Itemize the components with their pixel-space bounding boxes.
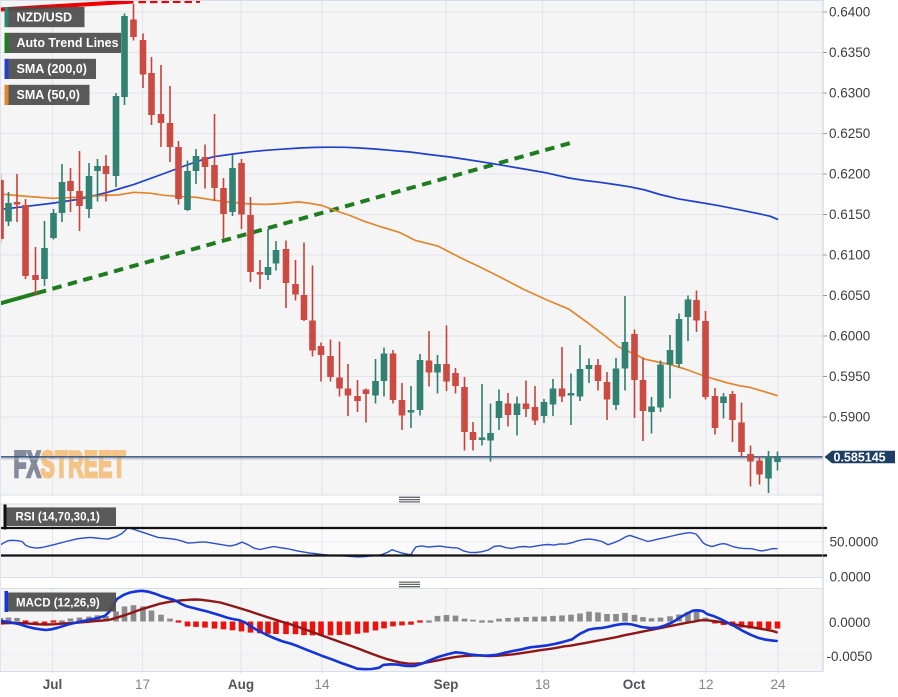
- svg-text:Sep: Sep: [434, 677, 459, 692]
- svg-text:50.0000: 50.0000: [830, 535, 879, 550]
- svg-text:0.5900: 0.5900: [829, 410, 870, 425]
- svg-text:FX: FX: [14, 444, 42, 486]
- svg-text:0.6150: 0.6150: [829, 207, 870, 222]
- svg-text:NZD/USD: NZD/USD: [17, 10, 73, 24]
- svg-text:14: 14: [314, 677, 330, 692]
- svg-text:0.6350: 0.6350: [829, 45, 870, 60]
- svg-text:0.6000: 0.6000: [829, 329, 870, 344]
- svg-text:SMA (50,0): SMA (50,0): [17, 88, 80, 102]
- svg-text:Jul: Jul: [43, 677, 63, 692]
- svg-text:MACD (12,26,9): MACD (12,26,9): [16, 597, 100, 609]
- svg-text:0.585145: 0.585145: [834, 451, 886, 465]
- svg-text:0.6250: 0.6250: [829, 126, 870, 141]
- svg-text:0.0000: 0.0000: [830, 570, 871, 585]
- svg-text:Aug: Aug: [228, 677, 254, 692]
- svg-text:Auto Trend Lines: Auto Trend Lines: [17, 36, 119, 50]
- svg-text:-0.0050: -0.0050: [827, 649, 873, 664]
- svg-text:0.0000: 0.0000: [829, 615, 870, 630]
- svg-text:17: 17: [135, 677, 150, 692]
- svg-text:0.6050: 0.6050: [829, 288, 870, 303]
- svg-text:STREET: STREET: [41, 444, 126, 486]
- svg-text:12: 12: [698, 677, 713, 692]
- svg-text:Oct: Oct: [623, 677, 646, 692]
- svg-text:18: 18: [535, 677, 550, 692]
- svg-text:24: 24: [770, 677, 786, 692]
- svg-text:0.6400: 0.6400: [829, 5, 870, 20]
- svg-text:0.5950: 0.5950: [829, 369, 870, 384]
- svg-text:0.6200: 0.6200: [829, 167, 870, 182]
- svg-text:0.6100: 0.6100: [829, 248, 870, 263]
- svg-text:SMA (200,0): SMA (200,0): [17, 62, 87, 76]
- svg-text:RSI (14,70,30,1): RSI (14,70,30,1): [16, 512, 101, 524]
- svg-text:0.6300: 0.6300: [829, 86, 870, 101]
